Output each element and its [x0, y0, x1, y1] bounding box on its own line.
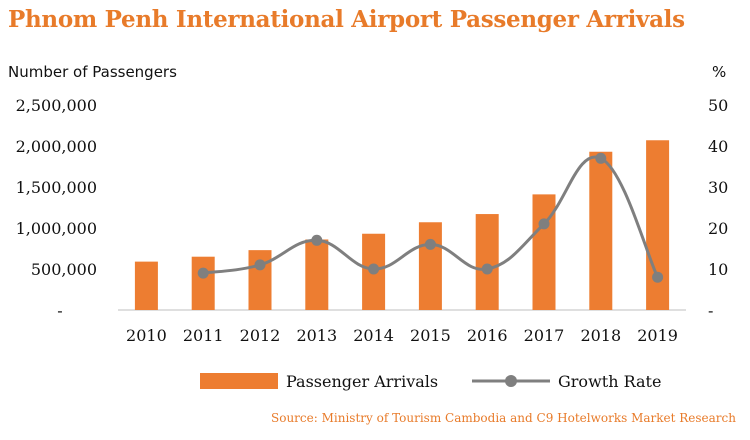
y-right-tick-label: 30 [708, 178, 728, 197]
point-growth-rate-2011 [197, 267, 209, 279]
legend-swatch-growth-rate-marker [505, 375, 517, 387]
x-tick-label: 2012 [240, 326, 281, 345]
x-tick-label: 2013 [296, 326, 337, 345]
y-right-tick-label: 50 [708, 96, 728, 115]
y-right-tick-label: 20 [708, 219, 728, 238]
y-axis-right-label: % [712, 63, 726, 81]
y-left-tick-label: 1,000,000 [16, 219, 97, 238]
legend: Passenger Arrivals Growth Rate [200, 372, 661, 391]
x-tick-label: 2019 [637, 326, 678, 345]
point-growth-rate-2012 [254, 259, 266, 271]
point-growth-rate-2018 [595, 152, 607, 164]
bar-passenger-arrivals-2016 [475, 214, 499, 310]
x-tick-label: 2010 [126, 326, 167, 345]
y-left-tick-label: - [57, 301, 62, 320]
point-growth-rate-2013 [311, 234, 323, 246]
y-left-tick-label: 2,000,000 [16, 137, 97, 156]
point-growth-rate-2019 [652, 271, 664, 283]
y-axis-left-label: Number of Passengers [8, 63, 177, 81]
y-right-tick-label: - [708, 301, 713, 320]
y-right-tick-label: 10 [708, 260, 728, 279]
x-tick-label: 2014 [353, 326, 394, 345]
bar-passenger-arrivals-2017 [532, 194, 556, 310]
point-growth-rate-2014 [368, 263, 380, 275]
y-right-tick-label: 40 [708, 137, 728, 156]
x-tick-label: 2011 [183, 326, 224, 345]
source-note: Source: Ministry of Tourism Cambodia and… [271, 411, 736, 425]
x-tick-label: 2018 [580, 326, 621, 345]
point-growth-rate-2015 [424, 238, 436, 250]
point-growth-rate-2016 [481, 263, 493, 275]
bar-passenger-arrivals-2012 [248, 250, 272, 310]
bar-passenger-arrivals-2015 [418, 222, 442, 310]
bar-passenger-arrivals-2011 [191, 256, 215, 310]
legend-label-passenger-arrivals: Passenger Arrivals [286, 372, 438, 391]
y-left-tick-label: 500,000 [31, 260, 97, 279]
bar-passenger-arrivals-2019 [646, 140, 670, 310]
x-tick-label: 2015 [410, 326, 451, 345]
x-tick-label: 2017 [524, 326, 565, 345]
bar-passenger-arrivals-2010 [134, 261, 158, 310]
x-tick-label: 2016 [467, 326, 508, 345]
bar-passenger-arrivals-2018 [589, 151, 613, 310]
y-left-tick-label: 1,500,000 [16, 178, 97, 197]
y-left-tick-label: 2,500,000 [16, 96, 97, 115]
legend-label-growth-rate: Growth Rate [558, 372, 661, 391]
chart-title: Phnom Penh International Airport Passeng… [8, 6, 685, 33]
point-growth-rate-2017 [538, 218, 550, 230]
bar-passenger-arrivals-2013 [305, 239, 329, 310]
legend-swatch-passenger-arrivals [200, 373, 278, 389]
